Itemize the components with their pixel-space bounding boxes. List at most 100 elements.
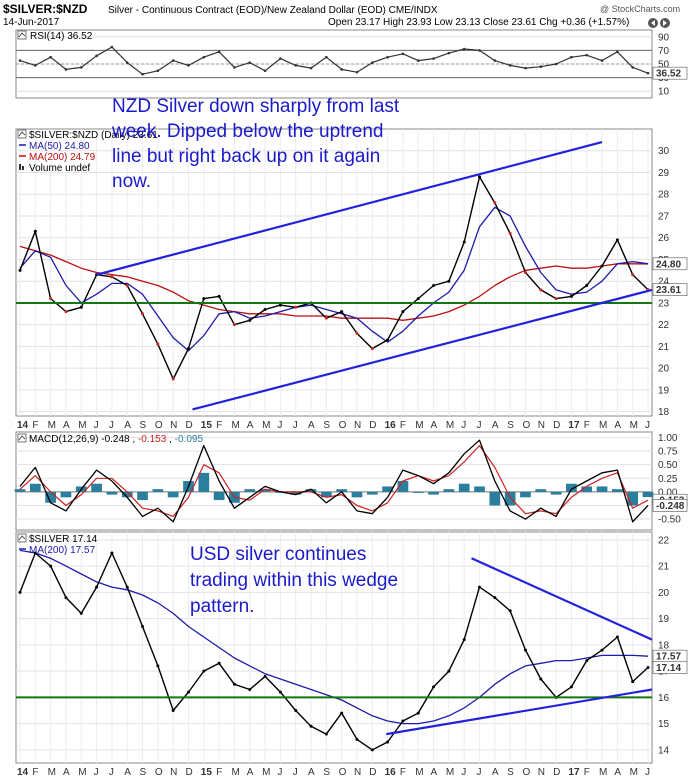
silver-price-point	[615, 635, 619, 639]
rsi-point	[248, 61, 252, 64]
macd-histogram-bar	[45, 491, 56, 503]
y-tick-label: 24	[658, 277, 670, 288]
macd-histogram-bar	[213, 491, 225, 501]
y-tick-label: 10	[658, 87, 670, 98]
x-tick-label: D	[553, 420, 560, 431]
price-point	[141, 312, 145, 316]
left-arrow-icon[interactable]	[648, 18, 658, 28]
x-tick-label: D	[369, 420, 376, 431]
silver-ma-last-value: 17.57	[656, 652, 681, 663]
wedge-upper-line	[471, 557, 653, 641]
x-tick-label: M	[599, 420, 607, 431]
x-tick-label: M	[415, 420, 423, 431]
x-axes: 14 F M A M J J A S O N D 15 F M A M J J A S O N D 16 F M A M J J A S O N D 1…	[17, 420, 650, 778]
macd-histogram-bar	[428, 491, 439, 495]
rsi-point	[141, 72, 144, 76]
macd-histogram-bar	[397, 481, 409, 492]
chart-header: $SILVER:$NZD Silver - Continuous Contrac…	[3, 2, 680, 28]
x-tick-label: M	[599, 767, 607, 778]
macd-histogram-bar	[382, 486, 393, 492]
price-point	[232, 323, 236, 327]
x-tick-label: N	[170, 767, 177, 778]
silver-price-point	[416, 711, 420, 715]
x-tick-label: A	[124, 420, 131, 431]
y-tick-label: 27	[658, 211, 670, 222]
silver-price-point	[324, 732, 328, 736]
price-line	[19, 176, 649, 380]
x-tick-label: D	[553, 767, 560, 778]
x-tick-label: A	[614, 767, 621, 778]
silver-price-point	[64, 596, 68, 600]
y-tick-label: 22	[658, 535, 670, 546]
x-tick-label: M	[48, 420, 56, 431]
silver-price-point	[569, 685, 573, 689]
y-tick-label: 90	[658, 32, 670, 43]
y-tick-label: 20	[658, 588, 670, 599]
rsi-legend: RSI(14) 36.52	[17, 30, 93, 42]
rsi-title: RSI(14) 36.52	[30, 31, 93, 42]
x-tick-label: J	[109, 767, 114, 778]
silver-price-point	[79, 611, 83, 615]
macd-histogram-bar	[458, 483, 470, 492]
x-tick-label: D	[369, 767, 376, 778]
x-tick-label: A	[247, 767, 254, 778]
price-last-value: 23.61	[656, 285, 681, 296]
rsi-point	[478, 49, 481, 52]
price-legend-3: Volume undef	[29, 163, 90, 174]
y-tick-label: -0.50	[658, 515, 681, 526]
silver-price-point	[186, 690, 190, 694]
x-tick-label: S	[323, 420, 330, 431]
price-last-value-box	[652, 283, 688, 296]
y-tick-label: 26	[658, 233, 670, 244]
rsi-point	[401, 52, 405, 56]
rsi-point	[34, 64, 37, 67]
rsi-point	[524, 66, 527, 70]
x-tick-label: A	[614, 420, 621, 431]
rsi-point	[355, 70, 359, 74]
price-point	[462, 240, 466, 244]
y-tick-label: 50	[658, 60, 670, 71]
price-point	[294, 305, 298, 309]
x-tick-label: 16	[385, 767, 397, 778]
x-tick-label: D	[185, 420, 192, 431]
silver-price-point	[493, 596, 497, 600]
y-tick-label: 0.25	[658, 474, 678, 485]
x-tick-label: 15	[201, 767, 213, 778]
macd-histogram-bar	[121, 491, 133, 498]
x-tick-label: 17	[568, 767, 580, 778]
header-symbol: $SILVER:$NZD	[3, 2, 88, 16]
rsi-point	[18, 59, 22, 62]
price-point	[125, 284, 129, 288]
x-tick-label: F	[216, 420, 222, 431]
macd-histogram-bar	[290, 491, 302, 495]
macd-histogram-bar	[366, 491, 378, 495]
credit-label: @ StockCharts.com	[600, 4, 680, 14]
uptrend-lower-line	[192, 288, 653, 411]
silver-price-point	[18, 590, 22, 594]
silver-price-point	[110, 551, 114, 555]
price-point	[202, 297, 206, 301]
x-tick-label: J	[461, 767, 466, 778]
silver-price-point	[202, 669, 206, 673]
rsi-point	[386, 55, 389, 59]
x-tick-label: O	[522, 767, 530, 778]
macd-histogram-bar	[581, 486, 593, 492]
rsi-point	[493, 59, 497, 62]
x-tick-label: M	[262, 767, 270, 778]
x-tick-label: J	[461, 420, 466, 431]
y-tick-label: 28	[658, 190, 670, 201]
right-arrow-icon[interactable]	[660, 18, 670, 28]
macd-histogram-bar	[106, 491, 118, 495]
price-point	[355, 331, 359, 335]
x-tick-label: M	[78, 767, 86, 778]
rsi-point	[156, 69, 160, 73]
macd-histogram-bar	[167, 491, 179, 498]
x-tick-label: J	[94, 420, 99, 431]
macd-panel-frame	[15, 431, 653, 531]
price-point	[18, 268, 22, 272]
price-point	[79, 305, 83, 309]
x-tick-label: M	[231, 767, 239, 778]
macd-histogram-bar	[198, 472, 210, 492]
rsi-point	[110, 45, 114, 49]
x-tick-label: O	[339, 420, 347, 431]
